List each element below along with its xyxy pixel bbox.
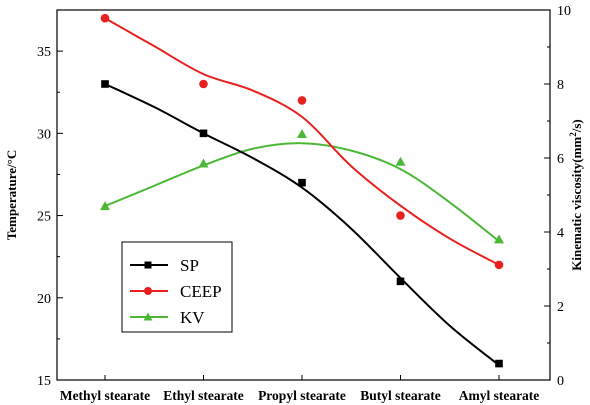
right-title-main: Kinematic viscosity(mm bbox=[569, 137, 584, 271]
y-right-tick-label: 8 bbox=[557, 78, 564, 93]
ticks-layer: 15 20 25 30 35 0 2 4 6 8 10 Methyl stearate Ethyl st… bbox=[37, 4, 571, 403]
y-left-tick-label: 25 bbox=[37, 210, 51, 225]
y-right-tick-label: 0 bbox=[557, 374, 564, 389]
point-ceep-propyl-stearate bbox=[297, 96, 307, 105]
y-left-tick-label: 35 bbox=[37, 45, 51, 60]
x-tick-label-amyl-stearate: Amyl stearate bbox=[459, 388, 540, 403]
y-right-tick-label: 4 bbox=[557, 226, 564, 241]
point-ceep-amyl-stearate bbox=[494, 260, 504, 270]
point-kv-amyl-stearate bbox=[494, 234, 504, 244]
legend-label-ceep: CEEP bbox=[180, 282, 222, 301]
legend-marker-kv bbox=[143, 312, 153, 321]
y-left-tick-label: 20 bbox=[37, 292, 51, 307]
point-sp-methyl-stearate bbox=[101, 80, 109, 88]
point-ceep-butyl-stearate bbox=[396, 211, 405, 220]
y-axis-left-title: Temperature/°C bbox=[4, 150, 19, 240]
y-axis-right-title: Kinematic viscosity(mm2/s) bbox=[568, 119, 584, 270]
lines-layer bbox=[104, 17, 500, 366]
point-kv-propyl-stearate bbox=[297, 128, 307, 138]
point-kv-ethyl-stearate bbox=[198, 158, 209, 168]
series-line-ceep bbox=[104, 17, 500, 266]
legend-marker-sp bbox=[144, 261, 152, 269]
x-tick-label-butyl-stearate: Butyl stearate bbox=[360, 388, 441, 403]
x-tick-label-methyl-stearate: Methyl stearate bbox=[60, 388, 150, 403]
point-sp-butyl-stearate bbox=[396, 277, 405, 286]
y-right-tick-label: 6 bbox=[557, 152, 564, 167]
markers-layer bbox=[100, 13, 504, 368]
point-kv-methyl-stearate bbox=[100, 201, 110, 211]
point-ceep-methyl-stearate bbox=[100, 13, 110, 23]
point-sp-ethyl-stearate bbox=[199, 129, 208, 138]
point-kv-butyl-stearate bbox=[395, 156, 406, 166]
x-tick-label-propyl-stearate: Propyl stearate bbox=[258, 388, 346, 403]
point-sp-propyl-stearate bbox=[298, 178, 306, 187]
y-right-tick-label: 2 bbox=[557, 300, 564, 315]
legend-label-sp: SP bbox=[180, 256, 199, 275]
x-tick-label-ethyl-stearate: Ethyl stearate bbox=[163, 388, 244, 403]
series-line-sp bbox=[104, 83, 500, 366]
legend: SP CEEP KV bbox=[121, 241, 233, 333]
right-title-sup: 2 bbox=[568, 132, 578, 137]
y-left-tick-label: 15 bbox=[37, 374, 51, 389]
series-line-kv bbox=[104, 142, 500, 243]
y-right-tick-label: 10 bbox=[557, 4, 571, 19]
legend-label-kv: KV bbox=[180, 308, 205, 327]
point-ceep-ethyl-stearate bbox=[199, 79, 208, 89]
y-left-tick-label: 30 bbox=[37, 127, 51, 142]
legend-marker-ceep bbox=[144, 287, 152, 295]
right-title-end: /s) bbox=[569, 119, 584, 133]
point-sp-amyl-stearate bbox=[495, 359, 503, 368]
